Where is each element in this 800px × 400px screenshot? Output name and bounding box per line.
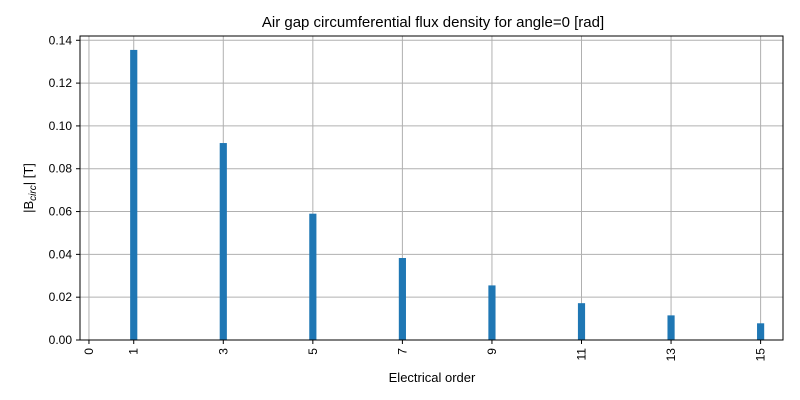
y-axis-title: |Bcirc| [T] — [21, 163, 39, 213]
bar — [219, 143, 227, 340]
y-tick-label: 0.02 — [49, 290, 73, 304]
y-tick-label: 0.14 — [49, 33, 73, 47]
x-tick-label: 13 — [664, 348, 678, 362]
y-tick-label: 0.08 — [49, 162, 73, 176]
x-axis-title: Electrical order — [389, 370, 476, 385]
x-tick-label: 0 — [82, 348, 96, 355]
x-tick-label: 1 — [127, 348, 141, 355]
y-tick-label: 0.00 — [49, 333, 73, 347]
x-tick-label: 11 — [575, 348, 589, 361]
bar — [488, 285, 496, 340]
y-axis-title-sub: circ — [28, 185, 39, 201]
bar — [757, 323, 765, 340]
y-tick-label: 0.12 — [49, 76, 73, 90]
chart-title: Air gap circumferential flux density for… — [262, 14, 604, 31]
x-tick-label: 7 — [395, 348, 409, 355]
bar — [309, 213, 317, 340]
x-ticks: 0 1 3 5 7 9 11 13 15 — [82, 340, 768, 361]
bar — [577, 303, 586, 340]
x-tick-label: 9 — [485, 348, 499, 355]
y-ticks: 0.00 0.02 0.04 0.06 0.08 0.10 0.12 0.14 — [49, 33, 80, 347]
y-tick-label: 0.04 — [49, 247, 73, 261]
plot-frame — [79, 35, 784, 341]
bar — [667, 315, 675, 340]
axes — [79, 35, 784, 341]
x-tick-label: 15 — [754, 348, 768, 362]
grid — [80, 36, 783, 341]
y-axis-title-unit: | [T] — [21, 163, 36, 185]
x-tick-label: 3 — [216, 348, 230, 355]
bar — [398, 258, 406, 340]
bar — [130, 49, 138, 340]
y-tick-label: 0.06 — [49, 205, 73, 219]
x-tick-label: 5 — [306, 348, 320, 355]
y-axis-title-main: |B — [21, 201, 36, 213]
bars — [130, 49, 765, 340]
y-tick-label: 0.10 — [49, 119, 73, 133]
